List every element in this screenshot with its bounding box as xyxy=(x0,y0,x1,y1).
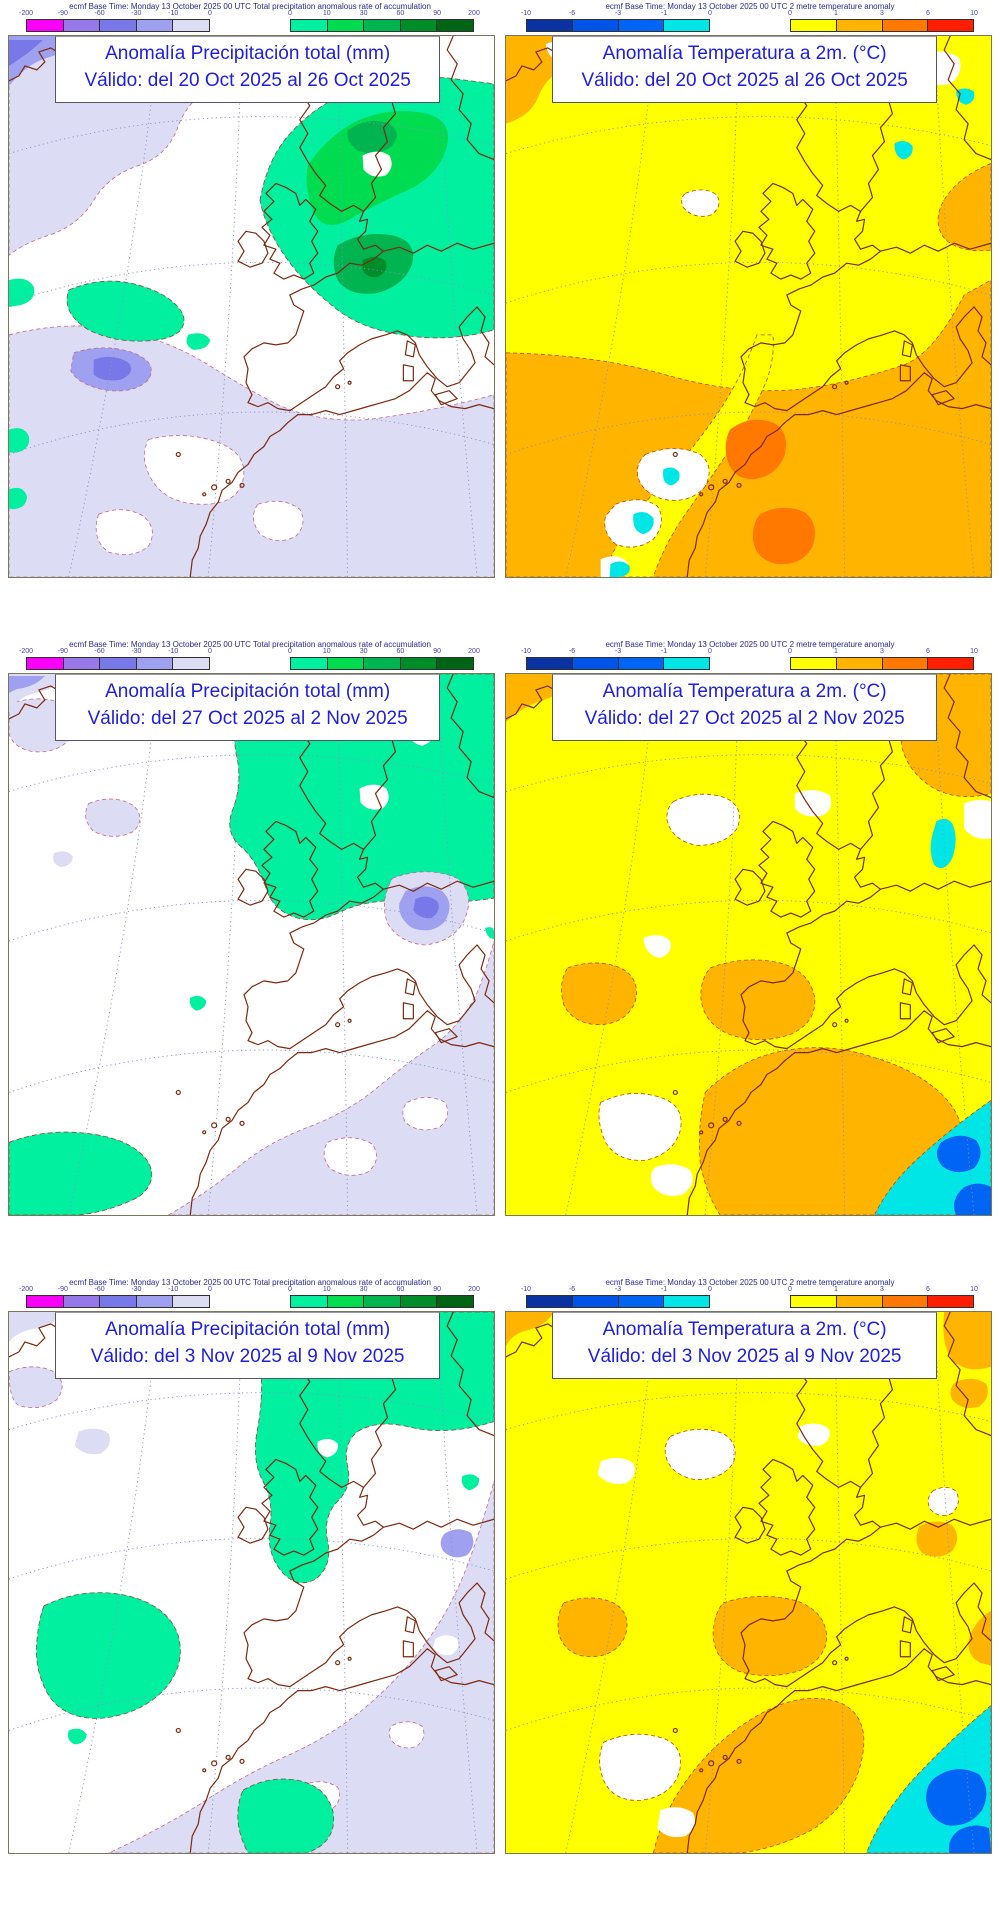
precip-negative-colorbar: -200 -90 -60 -30 -10 0 xyxy=(19,648,212,672)
map-title-box: Anomalía Temperatura a 2m. (°C) Válido: … xyxy=(552,36,938,103)
precip-legend-caption: ecmf Base Time: Monday 13 October 2025 0… xyxy=(69,640,431,649)
map-title-box: Anomalía Precipitación total (mm) Válido… xyxy=(55,36,441,103)
map-valid-range: Válido: del 27 Oct 2025 al 2 Nov 2025 xyxy=(584,707,905,729)
temp-legend: ecmf Base Time: Monday 13 October 2025 0… xyxy=(500,0,1000,35)
temp-negative-colorbar: -10 -6 -3 -1 0 xyxy=(521,648,712,672)
temp-anomaly-map-week3: Anomalía Temperatura a 2m. (°C) Válido: … xyxy=(505,1311,992,1854)
temp-negative-colorbar: -10 -6 -3 -1 0 xyxy=(521,1286,712,1310)
precip-negative-colorbar: -200 -90 -60 -30 -10 0 xyxy=(19,1286,212,1310)
map-valid-range: Válido: del 20 Oct 2025 al 26 Oct 2025 xyxy=(84,69,411,91)
precip-positive-colorbar: 0 10 30 60 90 200 xyxy=(288,10,480,34)
map-title: Anomalía Precipitación total (mm) xyxy=(105,1319,391,1340)
temp-negative-colorbar: -10 -6 -3 -1 0 xyxy=(521,10,712,34)
temp-anomaly-map-week1: Anomalía Temperatura a 2m. (°C) Válido: … xyxy=(505,35,992,578)
temp-positive-colorbar: 0 1 3 6 10 xyxy=(788,1286,978,1310)
map-valid-range: Válido: del 20 Oct 2025 al 26 Oct 2025 xyxy=(581,69,908,91)
legend-strip: ecmf Base Time: Monday 13 October 2025 0… xyxy=(0,638,1000,673)
temp-legend: ecmf Base Time: Monday 13 October 2025 0… xyxy=(500,638,1000,673)
precip-negative-colorbar: -200 -90 -60 -30 -10 0 xyxy=(19,10,212,34)
map-valid-range: Válido: del 27 Oct 2025 al 2 Nov 2025 xyxy=(87,707,408,729)
map-title: Anomalía Temperatura a 2m. (°C) xyxy=(602,1319,887,1340)
precip-positive-colorbar: 0 10 30 60 90 200 xyxy=(288,1286,480,1310)
precip-legend-caption: ecmf Base Time: Monday 13 October 2025 0… xyxy=(69,2,431,11)
map-title: Anomalía Temperatura a 2m. (°C) xyxy=(602,43,887,64)
map-title-box: Anomalía Precipitación total (mm) Válido… xyxy=(55,674,441,741)
map-title-box: Anomalía Precipitación total (mm) Válido… xyxy=(55,1312,441,1379)
legend-strip: ecmf Base Time: Monday 13 October 2025 0… xyxy=(0,1276,1000,1311)
temp-legend: ecmf Base Time: Monday 13 October 2025 0… xyxy=(500,1276,1000,1311)
temp-anomaly-map-week2: Anomalía Temperatura a 2m. (°C) Válido: … xyxy=(505,673,992,1216)
temp-positive-colorbar: 0 1 3 6 10 xyxy=(788,10,978,34)
precip-anomaly-map-week3: Anomalía Precipitación total (mm) Válido… xyxy=(8,1311,495,1854)
temp-legend-caption: ecmf Base Time: Monday 13 October 2025 0… xyxy=(605,1278,895,1287)
precip-anomaly-map-week2: Anomalía Precipitación total (mm) Válido… xyxy=(8,673,495,1216)
precip-positive-colorbar: 0 10 30 60 90 200 xyxy=(288,648,480,672)
precip-legend: ecmf Base Time: Monday 13 October 2025 0… xyxy=(0,1276,500,1311)
map-title: Anomalía Temperatura a 2m. (°C) xyxy=(602,681,887,702)
temp-legend-caption: ecmf Base Time: Monday 13 October 2025 0… xyxy=(605,2,895,11)
map-valid-range: Válido: del 3 Nov 2025 al 9 Nov 2025 xyxy=(587,1345,902,1367)
map-title-box: Anomalía Temperatura a 2m. (°C) Válido: … xyxy=(552,674,938,741)
precip-legend: ecmf Base Time: Monday 13 October 2025 0… xyxy=(0,638,500,673)
map-valid-range: Válido: del 3 Nov 2025 al 9 Nov 2025 xyxy=(90,1345,405,1367)
forecast-row-week2: ecmf Base Time: Monday 13 October 2025 0… xyxy=(0,638,1000,1276)
legend-strip: ecmf Base Time: Monday 13 October 2025 0… xyxy=(0,0,1000,35)
precip-anomaly-map-week1: Anomalía Precipitación total (mm) Válido… xyxy=(8,35,495,578)
temp-positive-colorbar: 0 1 3 6 10 xyxy=(788,648,978,672)
forecast-row-week1: ecmf Base Time: Monday 13 October 2025 0… xyxy=(0,0,1000,638)
map-title: Anomalía Precipitación total (mm) xyxy=(105,681,391,702)
temp-legend-caption: ecmf Base Time: Monday 13 October 2025 0… xyxy=(605,640,895,649)
map-title: Anomalía Precipitación total (mm) xyxy=(105,43,391,64)
precip-legend: ecmf Base Time: Monday 13 October 2025 0… xyxy=(0,0,500,35)
precip-legend-caption: ecmf Base Time: Monday 13 October 2025 0… xyxy=(69,1278,431,1287)
forecast-row-week3: ecmf Base Time: Monday 13 October 2025 0… xyxy=(0,1276,1000,1914)
map-title-box: Anomalía Temperatura a 2m. (°C) Válido: … xyxy=(552,1312,938,1379)
